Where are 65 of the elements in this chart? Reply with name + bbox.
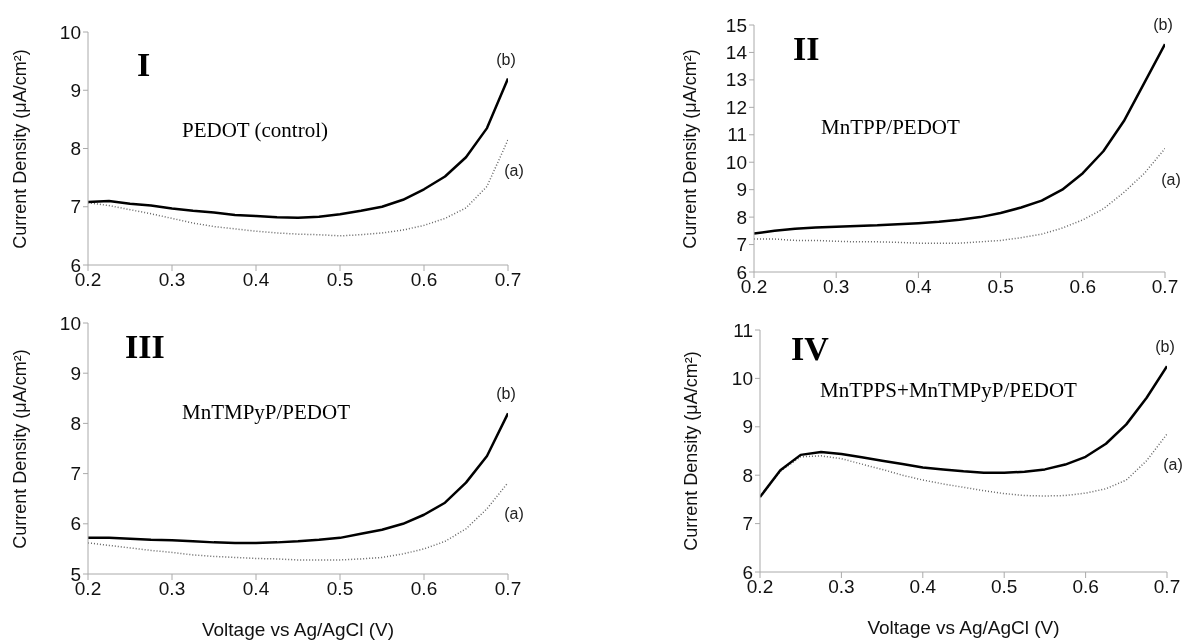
series-label: (b) <box>1155 338 1175 356</box>
y-axis-title: Current Density (μA/cm²) <box>9 348 31 549</box>
y-tick-label: 10 <box>59 312 81 334</box>
series-label: (a) <box>1163 456 1182 474</box>
y-tick-label: 9 <box>70 362 81 384</box>
series-label: (a) <box>504 504 524 522</box>
y-tick-label: 7 <box>70 196 81 218</box>
x-tick-label: 0.3 <box>822 276 850 298</box>
chart-title: I <box>137 46 151 83</box>
x-axis-title: Voltage vs Ag/AgCl (V) <box>201 619 395 640</box>
x-tick-label: 0.6 <box>1069 276 1097 298</box>
series-label: (b) <box>496 385 516 403</box>
y-tick-label: 7 <box>70 463 81 485</box>
annotation: PEDOT (control) <box>182 118 329 143</box>
series-label: (b) <box>1153 16 1173 34</box>
chart-title: III <box>125 328 165 365</box>
x-tick-label: 0.3 <box>158 578 186 600</box>
x-tick-label: 0.4 <box>905 276 933 298</box>
y-tick-label: 9 <box>736 179 747 201</box>
y-axis-title: Current Density (μA/cm²) <box>679 48 701 249</box>
x-tick-label: 0.3 <box>828 576 855 598</box>
y-tick-label: 14 <box>725 41 748 63</box>
y-tick-label: 9 <box>742 416 753 438</box>
annotation: MnTPP/PEDOT <box>821 115 960 140</box>
y-tick-label: 10 <box>59 21 81 43</box>
series-label: (a) <box>1161 170 1181 188</box>
y-tick-label: 7 <box>736 234 747 256</box>
y-tick-label: 10 <box>725 151 747 173</box>
y-tick-label: 11 <box>733 319 753 341</box>
y-tick-label: 8 <box>736 206 747 228</box>
y-axis-title: Current Density (μA/cm²) <box>680 351 702 551</box>
y-tick-label: 6 <box>70 513 81 535</box>
x-tick-label: 0.4 <box>242 269 270 291</box>
series-label: (a) <box>504 161 524 179</box>
x-tick-label: 0.4 <box>909 576 937 598</box>
y-tick-label: 12 <box>725 96 747 118</box>
x-tick-label: 0.5 <box>987 276 1014 298</box>
chart-title: IV <box>791 330 829 367</box>
chart-title: II <box>793 30 820 67</box>
x-tick-label: 0.3 <box>158 269 186 291</box>
x-tick-label: 0.7 <box>494 578 522 600</box>
x-tick-label: 0.5 <box>326 578 354 600</box>
y-tick-label: 9 <box>70 79 81 101</box>
x-tick-label: 0.5 <box>990 576 1018 598</box>
y-tick-label: 7 <box>742 513 753 535</box>
series-label: (b) <box>496 50 516 68</box>
annotation: MnTMPyP/PEDOT <box>182 400 351 425</box>
x-tick-label: 0.5 <box>326 269 354 291</box>
y-tick-label: 8 <box>70 412 81 434</box>
y-tick-label: 8 <box>742 464 753 486</box>
y-tick-label: 11 <box>727 124 747 146</box>
x-tick-label: 0.6 <box>410 269 438 291</box>
y-axis-title: Current Density (μA/cm²) <box>9 48 31 249</box>
y-tick-label: 13 <box>725 69 747 91</box>
x-tick-label: 0.7 <box>1153 576 1181 598</box>
x-tick-label: 0.7 <box>1151 276 1179 298</box>
x-axis-title: Voltage vs Ag/AgCl (V) <box>867 617 1060 638</box>
x-tick-label: 0.6 <box>1072 576 1099 598</box>
x-tick-label: 0.4 <box>242 578 270 600</box>
x-tick-label: 0.6 <box>410 578 438 600</box>
x-tick-label: 0.7 <box>494 269 522 291</box>
annotation: MnTPPS+MnTMPyP/PEDOT <box>820 378 1077 403</box>
y-tick-label: 8 <box>70 138 81 159</box>
y-tick-label: 15 <box>725 14 747 36</box>
y-tick-label: 10 <box>731 367 753 389</box>
